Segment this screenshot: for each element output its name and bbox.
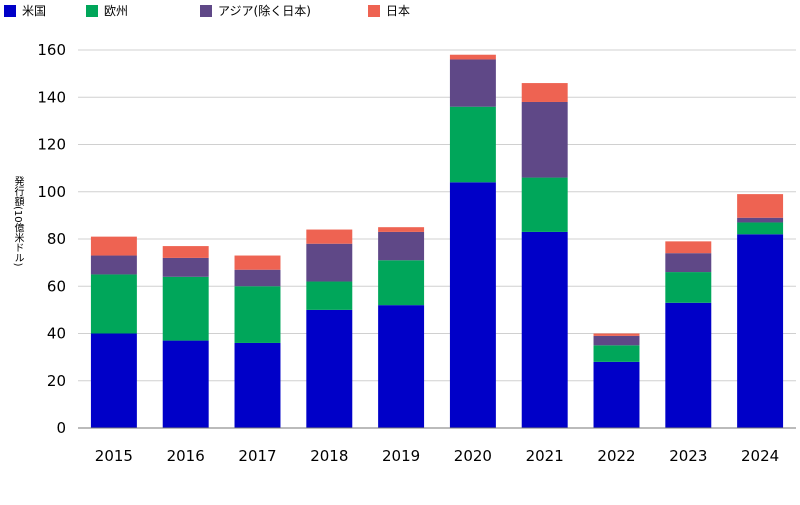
legend-swatch-us bbox=[4, 4, 16, 17]
legend-item-asia: アジア(除く日本) bbox=[200, 2, 311, 19]
x-tick-label-2024: 2024 bbox=[741, 447, 779, 465]
x-tick-label-2018: 2018 bbox=[310, 447, 348, 465]
y-tick-label: 80 bbox=[47, 230, 66, 248]
x-tick-label-2022: 2022 bbox=[597, 447, 635, 465]
bar-us-2015 bbox=[90, 333, 137, 428]
bar-us-2016 bbox=[162, 340, 209, 428]
bar-us-2021 bbox=[521, 231, 568, 428]
legend-label-us: 米国 bbox=[22, 4, 47, 18]
bar-japan-2015 bbox=[90, 236, 137, 256]
y-tick-label: 20 bbox=[47, 372, 66, 390]
legend-swatch-japan bbox=[368, 4, 380, 17]
bar-asia-2015 bbox=[90, 255, 137, 275]
x-tick-label-2016: 2016 bbox=[167, 447, 205, 465]
bar-us-2024 bbox=[737, 234, 784, 428]
bar-asia-2021 bbox=[521, 101, 568, 178]
legend-item-japan: 日本 bbox=[368, 2, 410, 19]
bar-europe-2019 bbox=[378, 260, 425, 306]
chart-legend: 米国 欧州 アジア(除く日本) 日本 bbox=[0, 2, 800, 18]
legend-swatch-asia bbox=[200, 4, 212, 17]
bar-us-2018 bbox=[306, 309, 353, 428]
legend-swatch-europe bbox=[86, 4, 98, 17]
y-axis-label: 発行額(10億米ドル) bbox=[12, 176, 23, 267]
bar-asia-2016 bbox=[162, 257, 209, 277]
y-tick-label: 120 bbox=[37, 136, 66, 154]
bar-us-2022 bbox=[593, 361, 640, 428]
x-tick-labels: 2015 2016 2017 2018 2019 2020 2021 2022 2023 2024 bbox=[95, 447, 779, 465]
bar-japan-2022 bbox=[593, 333, 640, 336]
x-tick-label-2021: 2021 bbox=[526, 447, 564, 465]
bar-japan-2020 bbox=[449, 54, 496, 60]
legend-label-japan: 日本 bbox=[386, 4, 411, 18]
bar-asia-2023 bbox=[665, 253, 712, 273]
y-tick-label: 160 bbox=[37, 41, 66, 59]
bar-europe-2023 bbox=[665, 272, 712, 303]
bar-japan-2019 bbox=[378, 227, 425, 232]
bar-us-2017 bbox=[234, 342, 281, 428]
y-tick-label: 0 bbox=[56, 419, 66, 437]
y-tick-label: 140 bbox=[37, 88, 66, 106]
y-tick-label: 40 bbox=[47, 325, 66, 343]
bar-europe-2018 bbox=[306, 281, 353, 310]
bar-asia-2024 bbox=[737, 217, 784, 223]
legend-item-europe: 欧州 bbox=[86, 2, 128, 19]
x-tick-label-2015: 2015 bbox=[95, 447, 133, 465]
x-tick-label-2017: 2017 bbox=[238, 447, 276, 465]
bar-asia-2020 bbox=[449, 59, 496, 107]
y-tick-labels: 0 20 40 60 80 100 120 140 160 bbox=[37, 41, 66, 437]
bar-japan-2017 bbox=[234, 255, 281, 270]
y-tick-label: 100 bbox=[37, 183, 66, 201]
bar-europe-2016 bbox=[162, 276, 209, 341]
bar-europe-2021 bbox=[521, 177, 568, 232]
x-tick-label-2019: 2019 bbox=[382, 447, 420, 465]
bar-japan-2023 bbox=[665, 241, 712, 254]
bar-europe-2024 bbox=[737, 222, 784, 235]
bar-asia-2018 bbox=[306, 243, 353, 282]
bars bbox=[90, 54, 784, 428]
bar-asia-2017 bbox=[234, 269, 281, 287]
bar-us-2020 bbox=[449, 182, 496, 428]
x-tick-label-2020: 2020 bbox=[454, 447, 492, 465]
bar-japan-2024 bbox=[737, 194, 784, 218]
bar-japan-2018 bbox=[306, 229, 353, 244]
bar-europe-2017 bbox=[234, 286, 281, 343]
bar-europe-2015 bbox=[90, 274, 137, 334]
bar-us-2023 bbox=[665, 302, 712, 428]
bar-japan-2016 bbox=[162, 246, 209, 258]
legend-label-europe: 欧州 bbox=[104, 4, 129, 18]
legend-item-us: 米国 bbox=[4, 2, 46, 19]
legend-label-asia: アジア(除く日本) bbox=[218, 4, 311, 18]
bar-europe-2020 bbox=[449, 106, 496, 183]
x-tick-label-2023: 2023 bbox=[669, 447, 707, 465]
bar-us-2019 bbox=[378, 305, 425, 428]
bar-japan-2021 bbox=[521, 83, 568, 102]
bar-asia-2019 bbox=[378, 231, 425, 261]
bar-asia-2022 bbox=[593, 335, 640, 346]
y-tick-label: 60 bbox=[47, 277, 66, 295]
bar-europe-2022 bbox=[593, 345, 640, 362]
